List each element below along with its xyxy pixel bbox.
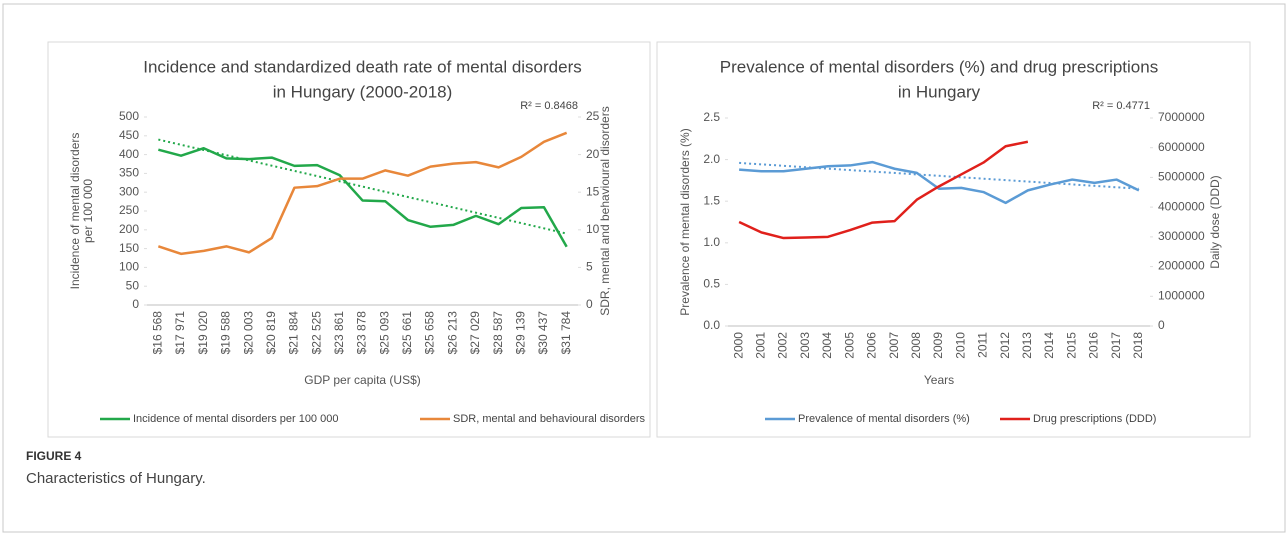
annotation: R² = 0.4771 — [1092, 100, 1150, 112]
y2-tick-label: 0 — [586, 297, 593, 311]
trend-line — [739, 161, 1139, 190]
series-line — [739, 160, 1140, 205]
chart-title: Incidence and standardized death rate of… — [143, 57, 582, 76]
y2-tick-label: 1000000 — [1158, 288, 1205, 302]
figure-caption: Characteristics of Hungary. — [26, 470, 206, 487]
y-tick-label: 300 — [119, 184, 139, 198]
y2-tick-label: 3000000 — [1158, 229, 1205, 243]
chart-title: Prevalence of mental disorders (%) and d… — [720, 57, 1158, 76]
y-tick-label: 1.5 — [703, 193, 720, 207]
y-tick-label: 0.5 — [703, 277, 720, 291]
y2-tick-label: 20 — [586, 147, 600, 161]
y2-axis-label: SDR, mental and behavioural disorders — [598, 106, 612, 315]
x-tick-label: 2002 — [776, 332, 790, 359]
x-tick-label: $20 819 — [264, 311, 278, 355]
y2-tick-label: 10 — [586, 222, 600, 236]
y2-tick-label: 15 — [586, 184, 600, 198]
legend-label: Incidence of mental disorders per 100 00… — [133, 413, 338, 425]
x-tick-label: 2008 — [909, 332, 923, 359]
y-tick-label: 250 — [119, 203, 139, 217]
x-tick-label: 2011 — [976, 332, 990, 358]
x-tick-label: 2000 — [731, 332, 745, 359]
y-tick-label: 500 — [119, 109, 139, 123]
y2-tick-label: 5 — [586, 260, 593, 274]
y2-axis-label: Daily dose (DDD) — [1208, 175, 1222, 268]
y2-tick-label: 6000000 — [1158, 140, 1205, 154]
x-tick-label: 2001 — [753, 332, 767, 359]
legend-label: Drug prescriptions (DDD) — [1033, 413, 1156, 425]
x-tick-label: $27 029 — [468, 311, 482, 355]
x-tick-label: $31 784 — [559, 311, 573, 355]
x-tick-label: $28 587 — [491, 311, 505, 355]
chart-title: in Hungary — [898, 82, 981, 101]
y-tick-label: 1.0 — [703, 235, 720, 249]
y2-tick-label: 5000000 — [1158, 170, 1205, 184]
y-tick-label: 150 — [119, 241, 139, 255]
y-tick-label: 50 — [126, 278, 140, 292]
legend-label: Prevalence of mental disorders (%) — [798, 413, 970, 425]
x-tick-label: $23 861 — [332, 311, 346, 355]
x-tick-label: $25 661 — [400, 311, 414, 355]
x-tick-label: 2018 — [1131, 332, 1145, 359]
x-tick-label: 2017 — [1109, 332, 1123, 359]
chart-title: in Hungary (2000-2018) — [273, 82, 453, 101]
x-tick-label: 2013 — [1020, 332, 1034, 359]
y-tick-label: 200 — [119, 222, 139, 236]
x-tick-label: $16 568 — [151, 311, 165, 355]
y2-tick-label: 25 — [586, 109, 600, 123]
y-axis-label: per 100 000 — [81, 179, 95, 243]
x-tick-label: 2005 — [842, 332, 856, 359]
x-tick-label: 2004 — [820, 332, 834, 359]
x-tick-label: 2014 — [1042, 332, 1056, 359]
x-tick-label: $17 971 — [173, 311, 187, 355]
x-tick-label: $21 884 — [287, 311, 301, 355]
y-tick-label: 450 — [119, 128, 139, 142]
annotation: R² = 0.8468 — [520, 100, 578, 112]
y2-tick-label: 4000000 — [1158, 199, 1205, 213]
y-tick-label: 350 — [119, 166, 139, 180]
y2-tick-label: 7000000 — [1158, 110, 1205, 124]
x-tick-label: $30 437 — [536, 311, 550, 355]
x-tick-label: 2015 — [1064, 332, 1078, 359]
figure-label: FIGURE 4 — [26, 449, 82, 463]
x-tick-label: $19 020 — [196, 311, 210, 355]
chart-panel — [47, 41, 651, 438]
series-line — [158, 146, 568, 248]
y-axis-label: Incidence of mental disorders — [68, 133, 82, 290]
y-tick-label: 2.0 — [703, 152, 720, 166]
y2-tick-label: 2000000 — [1158, 259, 1205, 273]
x-tick-label: 2006 — [865, 332, 879, 359]
x-tick-label: $25 093 — [377, 311, 391, 355]
series-line — [157, 131, 568, 256]
y-tick-label: 2.5 — [703, 110, 720, 124]
x-tick-label: 2010 — [953, 332, 967, 359]
x-tick-label: 2012 — [998, 332, 1012, 359]
y-tick-label: 0.0 — [703, 318, 720, 332]
x-tick-label: 2016 — [1087, 332, 1101, 359]
x-axis-label: Years — [924, 373, 954, 387]
y-tick-label: 400 — [119, 147, 139, 161]
x-tick-label: 2007 — [887, 332, 901, 359]
series-line — [738, 140, 1029, 240]
chart-panel — [656, 41, 1251, 438]
y-tick-label: 100 — [119, 260, 139, 274]
x-tick-label: $23 878 — [355, 311, 369, 355]
x-tick-label: $25 658 — [423, 311, 437, 355]
legend-label: SDR, mental and behavioural disorders — [453, 413, 645, 425]
x-tick-label: $20 003 — [241, 311, 255, 355]
y2-tick-label: 0 — [1158, 318, 1165, 332]
x-tick-label: $26 213 — [445, 311, 459, 355]
x-tick-label: $22 525 — [309, 311, 323, 355]
y-tick-label: 0 — [132, 297, 139, 311]
y-axis-label: Prevalence of mental disorders (%) — [678, 128, 692, 315]
x-tick-label: 2009 — [931, 332, 945, 359]
x-tick-label: $19 588 — [219, 311, 233, 355]
x-tick-label: $29 139 — [513, 311, 527, 355]
figure-border — [2, 3, 1286, 533]
x-tick-label: 2003 — [798, 332, 812, 359]
x-axis-label: GDP per capita (US$) — [304, 373, 421, 387]
